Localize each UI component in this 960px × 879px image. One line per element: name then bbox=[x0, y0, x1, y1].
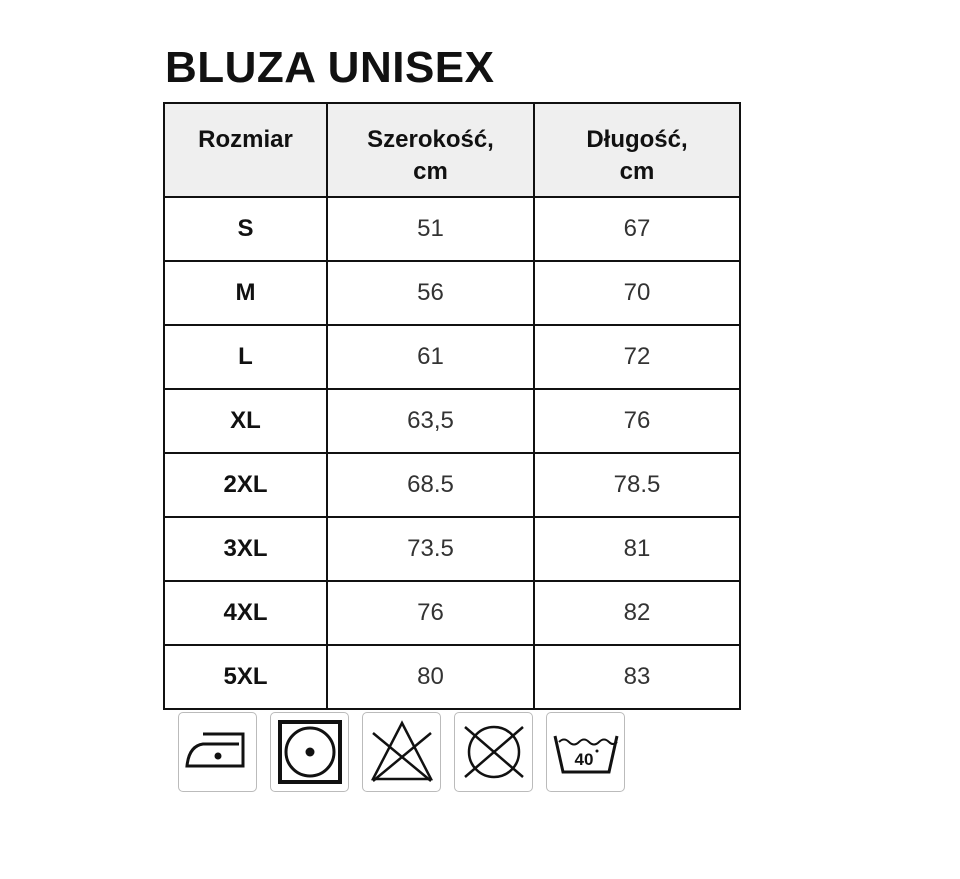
size-cell: M bbox=[163, 260, 328, 326]
length-cell: 72 bbox=[533, 324, 741, 390]
table-row: XL 63,5 76 bbox=[163, 388, 741, 454]
header-width: Szerokość, cm bbox=[326, 102, 535, 198]
care-icons: 40 bbox=[178, 712, 625, 792]
width-cell: 56 bbox=[326, 260, 535, 326]
length-cell: 70 bbox=[533, 260, 741, 326]
length-cell: 67 bbox=[533, 196, 741, 262]
width-cell: 61 bbox=[326, 324, 535, 390]
width-cell: 76 bbox=[326, 580, 535, 646]
table-row: 4XL 76 82 bbox=[163, 580, 741, 646]
table-row: 5XL 80 83 bbox=[163, 644, 741, 710]
table-header-row: Rozmiar Szerokość, cm Długość, cm bbox=[163, 102, 741, 198]
table-row: S 51 67 bbox=[163, 196, 741, 262]
size-cell: L bbox=[163, 324, 328, 390]
width-cell: 68.5 bbox=[326, 452, 535, 518]
table-row: 2XL 68.5 78.5 bbox=[163, 452, 741, 518]
header-width-label: Szerokość, cm bbox=[367, 126, 494, 185]
table-row: 3XL 73.5 81 bbox=[163, 516, 741, 582]
iron-low-temp-icon bbox=[178, 712, 257, 792]
size-cell: 3XL bbox=[163, 516, 328, 582]
header-length-label: Długość, cm bbox=[586, 126, 688, 185]
size-cell: XL bbox=[163, 388, 328, 454]
length-cell: 82 bbox=[533, 580, 741, 646]
size-cell: S bbox=[163, 196, 328, 262]
table-row: M 56 70 bbox=[163, 260, 741, 326]
wash-40-icon: 40 bbox=[546, 712, 625, 792]
header-length: Długość, cm bbox=[533, 102, 741, 198]
length-cell: 81 bbox=[533, 516, 741, 582]
length-cell: 83 bbox=[533, 644, 741, 710]
header-size-label: Rozmiar bbox=[198, 126, 293, 153]
width-cell: 80 bbox=[326, 644, 535, 710]
width-cell: 51 bbox=[326, 196, 535, 262]
width-cell: 63,5 bbox=[326, 388, 535, 454]
width-cell: 73.5 bbox=[326, 516, 535, 582]
wash-temperature-label: 40 bbox=[574, 750, 593, 769]
table-row: L 61 72 bbox=[163, 324, 741, 390]
length-cell: 78.5 bbox=[533, 452, 741, 518]
size-cell: 5XL bbox=[163, 644, 328, 710]
page-title: BLUZA UNISEX bbox=[165, 43, 495, 92]
tumble-dry-normal-icon bbox=[270, 712, 349, 792]
do-not-bleach-icon bbox=[362, 712, 441, 792]
size-table: Rozmiar Szerokość, cm Długość, cm S 51 67 M… bbox=[163, 102, 741, 710]
header-size: Rozmiar bbox=[163, 102, 328, 198]
do-not-dry-clean-icon bbox=[454, 712, 533, 792]
length-cell: 76 bbox=[533, 388, 741, 454]
size-cell: 2XL bbox=[163, 452, 328, 518]
size-cell: 4XL bbox=[163, 580, 328, 646]
